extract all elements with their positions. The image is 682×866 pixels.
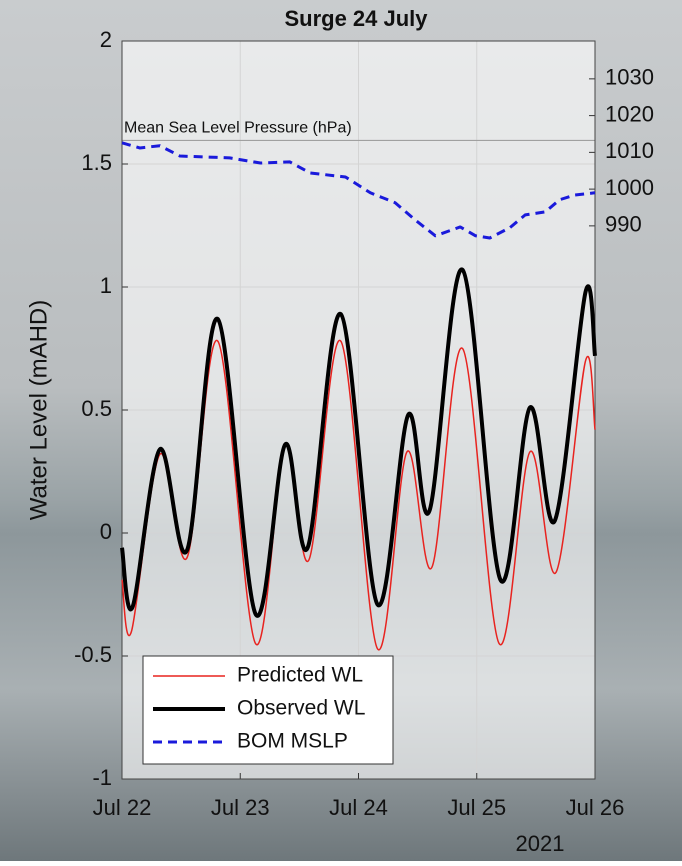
plot-layer: Jul 22 Jul 23 Jul 24 Jul 25 Jul 26 2 1.5 1 0.5 0 -… — [74, 27, 654, 820]
x-year-label: 2021 — [516, 831, 565, 856]
x-tick-label: Jul 23 — [211, 795, 270, 820]
y-tick-label: 1 — [100, 273, 112, 298]
y-axis-label: Water Level (mAHD) — [25, 300, 52, 520]
x-tick-label: Jul 26 — [566, 795, 625, 820]
x-tick-label: Jul 24 — [329, 795, 388, 820]
reference-label: Mean Sea Level Pressure (hPa) — [124, 120, 352, 137]
y-tick-label: 1.5 — [81, 150, 112, 175]
legend-label: Observed WL — [237, 697, 365, 720]
series-line — [120, 267, 597, 618]
y2-tick-label: 1030 — [605, 65, 654, 90]
y-tick-label: 2 — [100, 27, 112, 52]
y2-tick-label: 990 — [605, 212, 642, 237]
axes-frame — [121, 40, 596, 780]
y2-tick-label: 1020 — [605, 101, 654, 126]
legend: Predicted WL Observed WL BOM MSLP — [142, 655, 394, 765]
y-tick-label: 0.5 — [81, 396, 112, 421]
legend-label: BOM MSLP — [237, 730, 348, 753]
y-tick-label: -1 — [92, 765, 112, 790]
y2-tick-label: 1000 — [605, 175, 654, 200]
y-tick-label: 0 — [100, 519, 112, 544]
chart-title: Surge 24 July — [284, 6, 428, 31]
y2-tick-label: 1010 — [605, 138, 654, 163]
x-tick-label: Jul 25 — [447, 795, 506, 820]
x-tick-label: Jul 22 — [93, 795, 152, 820]
legend-label: Predicted WL — [237, 664, 363, 687]
y-tick-label: -0.5 — [74, 642, 112, 667]
